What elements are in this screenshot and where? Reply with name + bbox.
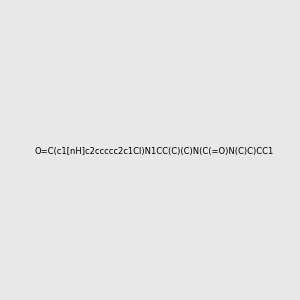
Text: O=C(c1[nH]c2ccccc2c1Cl)N1CC(C)(C)N(C(=O)N(C)C)CC1: O=C(c1[nH]c2ccccc2c1Cl)N1CC(C)(C)N(C(=O)… [34, 147, 273, 156]
